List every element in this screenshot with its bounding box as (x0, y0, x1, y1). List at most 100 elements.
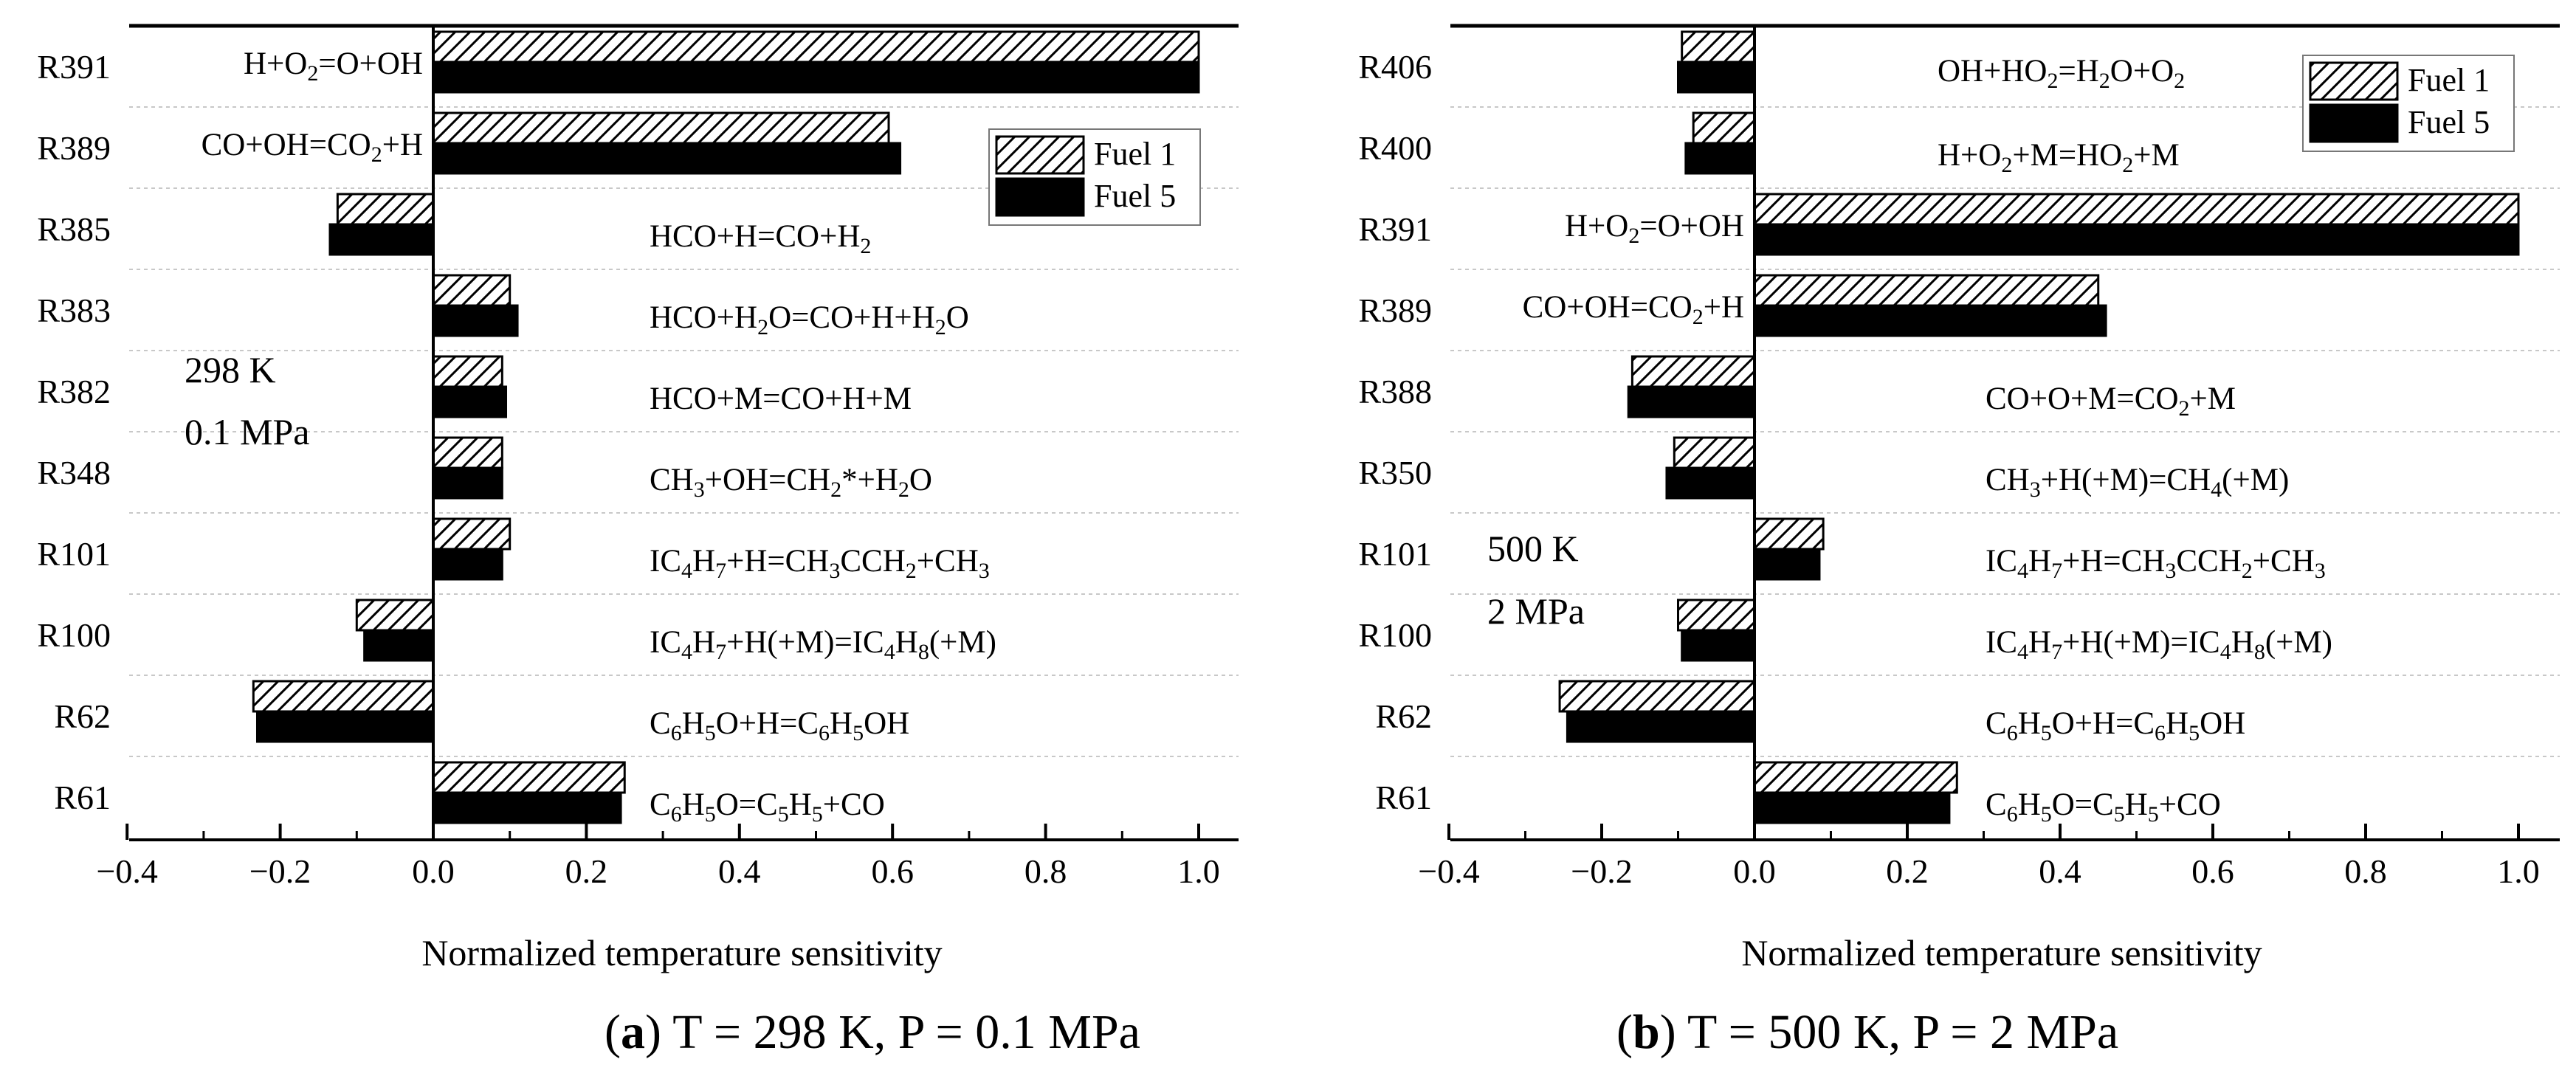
reaction-fragment: IC (650, 625, 681, 660)
reaction-fragment: IC (1986, 544, 2017, 579)
reaction-fragment: 7 (2051, 559, 2062, 583)
reaction-fragment: 2 (2179, 396, 2190, 421)
fuel5-bar-r388 (1627, 385, 1756, 418)
reaction-fragment: 2 (860, 234, 871, 258)
caption-text: T = 298 K, P = 0.1 MPa (661, 1005, 1140, 1059)
panel-caption: (b) T = 500 K, P = 2 MPa (1616, 1005, 2118, 1059)
reaction-fragment: =O+OH (1639, 209, 1744, 244)
reaction-fragment: CH (1986, 463, 2030, 497)
reaction-fragment: 2 (757, 315, 768, 339)
reaction-equation: H+O2=O+OH (244, 46, 423, 86)
reaction-fragment: CO+O+M=CO (1986, 382, 2179, 416)
reaction-equation: CO+OH=CO2+H (202, 128, 423, 167)
reaction-equation: H+O2=O+OH (1565, 209, 1744, 248)
fuel5-bar-r350 (1665, 466, 1756, 500)
reaction-fragment: 4 (2220, 640, 2231, 664)
reaction-equation: IC4H7+H(+M)=IC4H8(+M) (650, 625, 996, 664)
legend: Fuel 1 Fuel 5 (988, 128, 1201, 226)
reaction-fragment: (+M) (929, 625, 996, 660)
reaction-fragment: 2 (2047, 69, 2058, 93)
reaction-fragment: 5 (2114, 802, 2125, 827)
fuel1-bar-r348 (432, 436, 503, 469)
legend-swatch-fuel1 (2309, 61, 2399, 101)
fuel5-bar-r100 (363, 629, 435, 662)
fuel1-bar-r61 (1753, 761, 1958, 794)
x-tick-label: 0.0 (412, 852, 455, 890)
reaction-fragment: IC (650, 544, 681, 579)
fuel5-bar-r400 (1684, 142, 1756, 175)
reaction-id: R400 (1358, 129, 1432, 167)
reaction-fragment: 5 (2148, 802, 2159, 827)
reaction-fragment: H (2018, 787, 2041, 822)
fuel1-bar-r100 (1677, 599, 1756, 632)
reaction-id: R385 (37, 210, 111, 248)
reaction-equation: HCO+M=CO+H+M (650, 382, 912, 416)
x-axis-label: Normalized temperature sensitivity (1741, 932, 2262, 973)
reaction-fragment: CCH (2176, 544, 2241, 579)
fuel1-bar-r383 (432, 274, 512, 307)
panel-caption: (a) T = 298 K, P = 0.1 MPa (605, 1005, 1140, 1059)
reaction-fragment: OH (2200, 706, 2245, 741)
fuel1-bar-r101 (1753, 517, 1825, 551)
fuel1-bar-r385 (336, 193, 435, 226)
reaction-equation: CH3+OH=CH2*+H2O (650, 463, 932, 502)
reaction-fragment: C (1986, 787, 2007, 822)
fuel5-bar-r391 (1753, 223, 2520, 256)
reaction-fragment: +M=HO (2012, 138, 2122, 173)
fuel5-bar-r406 (1677, 61, 1756, 94)
fuel1-bar-r391 (432, 30, 1200, 63)
reaction-id: R389 (1358, 292, 1432, 329)
fuel5-bar-r389 (432, 142, 902, 175)
legend: Fuel 1 Fuel 5 (2302, 55, 2515, 152)
x-tick-label: −0.4 (1418, 852, 1479, 890)
reaction-fragment: IC (1986, 625, 2017, 660)
reaction-fragment: HCO+M=CO+H+M (650, 382, 912, 416)
x-tick-label: −0.4 (96, 852, 157, 890)
reaction-fragment: H+O (1938, 138, 2001, 173)
reaction-equation: C6H5O+H=C6H5OH (1986, 706, 2245, 745)
reaction-fragment: 5 (853, 721, 864, 745)
reaction-id: R62 (54, 697, 111, 735)
reaction-fragment: 4 (2211, 477, 2222, 502)
fuel5-bar-r62 (1566, 710, 1756, 743)
reaction-fragment: H+O (244, 46, 307, 81)
reaction-fragment: 4 (681, 640, 692, 664)
reaction-fragment: +H(+M)=CH (2041, 463, 2211, 497)
reaction-fragment: +H (382, 128, 423, 162)
reaction-id: R348 (37, 454, 111, 492)
reaction-id: R406 (1358, 48, 1432, 86)
reaction-fragment: CH (650, 463, 694, 497)
reaction-fragment: +H=CH (726, 544, 829, 579)
reaction-fragment: 2 (1628, 224, 1639, 248)
x-tick-label: 0.2 (565, 852, 608, 890)
reaction-fragment: 6 (2007, 721, 2018, 745)
reaction-fragment: +H=CH (2062, 544, 2165, 579)
fuel1-bar-r61 (432, 761, 626, 794)
fuel5-bar-r385 (328, 223, 435, 256)
reaction-equation: OH+HO2=H2O+O2 (1938, 54, 2185, 93)
reaction-fragment: 5 (778, 802, 789, 827)
reaction-fragment: 5 (705, 802, 716, 827)
fuel1-bar-r391 (1753, 193, 2520, 226)
reaction-fragment: O=C (2052, 787, 2114, 822)
reaction-fragment: O=C (716, 787, 778, 822)
reaction-id: R101 (37, 535, 111, 573)
fuel1-bar-r101 (432, 517, 512, 551)
reaction-id: R389 (37, 129, 111, 167)
reaction-fragment: 4 (681, 559, 692, 583)
reaction-id: R62 (1375, 697, 1432, 735)
reaction-fragment: 7 (715, 640, 726, 664)
reaction-equation: IC4H7+H(+M)=IC4H8(+M) (1986, 625, 2332, 664)
reaction-fragment: 2 (307, 61, 318, 86)
legend-label: Fuel 5 (1094, 178, 1176, 214)
reaction-id: R391 (37, 48, 111, 86)
reaction-fragment: 2 (2174, 69, 2185, 93)
fuel5-bar-r348 (432, 466, 503, 500)
reaction-fragment: 5 (2041, 721, 2052, 745)
fuel5-bar-r101 (432, 548, 503, 581)
caption-text: T = 500 K, P = 2 MPa (1676, 1005, 2118, 1059)
reaction-fragment: CCH (840, 544, 905, 579)
reaction-fragment: 4 (884, 640, 895, 664)
